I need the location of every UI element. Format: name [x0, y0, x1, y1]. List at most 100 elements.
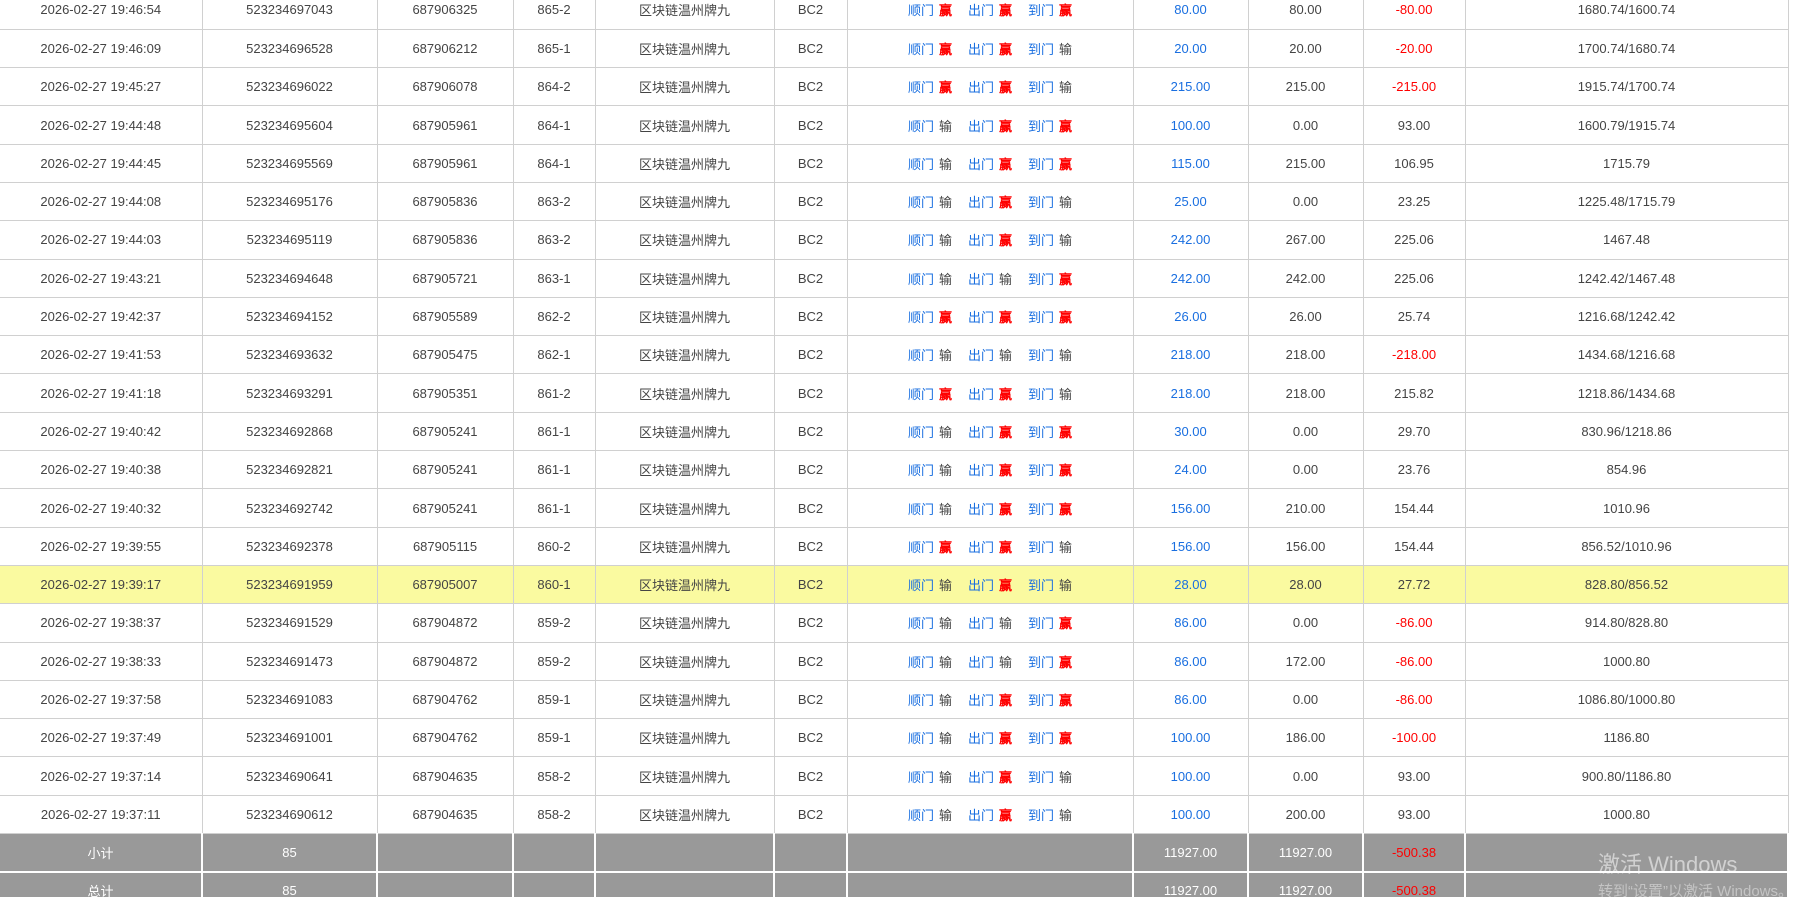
outcome-shunmen: 输: [938, 654, 952, 670]
gate-label-chumen: 出门: [967, 156, 994, 172]
result-chumen: 出门赢: [968, 463, 1012, 478]
bet-amount-link[interactable]: 86.00: [1133, 680, 1249, 720]
bet-record-row[interactable]: 2026-02-27 19:44:48 523234695604 6879059…: [0, 105, 1789, 145]
bet-amount-link[interactable]: 86.00: [1133, 603, 1249, 643]
bet-amount-link[interactable]: 20.00: [1133, 29, 1249, 69]
bet-amount-link[interactable]: 80.00: [1133, 0, 1249, 30]
order-id: 523234692742: [202, 488, 378, 528]
bet-record-row[interactable]: 2026-02-27 19:46:09 523234696528 6879062…: [0, 29, 1789, 69]
draw-id: 687905241: [377, 488, 514, 528]
bet-record-row[interactable]: 2026-02-27 19:38:37 523234691529 6879048…: [0, 603, 1789, 643]
bet-record-row[interactable]: 2026-02-27 19:38:33 523234691473 6879048…: [0, 642, 1789, 681]
bet-amount-link[interactable]: 218.00: [1133, 335, 1249, 375]
summary-count: 85: [202, 871, 378, 897]
outcome-chumen: 输: [999, 271, 1013, 287]
bet-amount-link[interactable]: 100.00: [1133, 718, 1249, 758]
balance-value: 1680.74/1600.74: [1465, 0, 1789, 30]
draw-id: 687905115: [377, 527, 514, 566]
summary-count: 85: [202, 833, 378, 873]
bet-amount-link[interactable]: 215.00: [1133, 67, 1249, 107]
bet-amount-link[interactable]: 26.00: [1133, 297, 1249, 337]
game-name: 区块链温州牌九: [595, 603, 775, 643]
bet-amount-link[interactable]: 100.00: [1133, 795, 1249, 835]
game-name: 区块链温州牌九: [595, 220, 775, 260]
result-shunmen: 顺门输: [908, 348, 952, 363]
valid-amount: 20.00: [1248, 29, 1364, 69]
bet-amount-link[interactable]: 100.00: [1133, 105, 1249, 145]
bet-time: 2026-02-27 19:40:42: [0, 412, 203, 452]
win-loss-value: -100.00: [1363, 718, 1466, 758]
bet-record-row[interactable]: 2026-02-27 19:40:38 523234692821 6879052…: [0, 450, 1789, 490]
result-daomen: 到门输: [1028, 42, 1072, 57]
bet-record-row[interactable]: 2026-02-27 19:42:37 523234694152 6879055…: [0, 297, 1789, 337]
gate-label-shunmen: 顺门: [907, 310, 934, 326]
bet-record-row[interactable]: 2026-02-27 19:41:18 523234693291 6879053…: [0, 373, 1789, 413]
outcome-daomen: 赢: [1059, 3, 1073, 19]
bet-results-cell: 顺门输出门输到门输: [847, 335, 1134, 375]
bet-record-row[interactable]: 2026-02-27 19:39:17 523234691959 6879050…: [0, 565, 1789, 605]
outcome-chumen: 赢: [999, 539, 1013, 555]
bet-record-row[interactable]: 2026-02-27 19:37:14 523234690641 6879046…: [0, 756, 1789, 796]
outcome-chumen: 赢: [999, 386, 1013, 402]
bet-record-row[interactable]: 2026-02-27 19:39:55 523234692378 6879051…: [0, 527, 1789, 566]
bet-amount-link[interactable]: 242.00: [1133, 220, 1249, 260]
bet-record-row[interactable]: 2026-02-27 19:37:58 523234691083 6879047…: [0, 680, 1789, 720]
table-code: BC2: [774, 680, 848, 720]
bet-record-row[interactable]: 2026-02-27 19:43:21 523234694648 6879057…: [0, 259, 1789, 298]
bet-amount-link[interactable]: 86.00: [1133, 642, 1249, 681]
bet-amount-link[interactable]: 115.00: [1133, 144, 1249, 183]
result-chumen: 出门赢: [968, 233, 1012, 248]
bet-record-row[interactable]: 2026-02-27 19:44:03 523234695119 6879058…: [0, 220, 1789, 260]
bet-record-row[interactable]: 2026-02-27 19:44:45 523234695569 6879059…: [0, 144, 1789, 183]
gate-label-chumen: 出门: [967, 769, 994, 785]
result-chumen: 出门赢: [968, 731, 1012, 746]
balance-value: 1186.80: [1465, 718, 1789, 758]
bet-record-row[interactable]: 2026-02-27 19:44:08 523234695176 6879058…: [0, 182, 1789, 222]
bet-record-row[interactable]: 2026-02-27 19:41:53 523234693632 6879054…: [0, 335, 1789, 375]
bet-record-row[interactable]: 2026-02-27 19:37:49 523234691001 6879047…: [0, 718, 1789, 758]
valid-amount: 186.00: [1248, 718, 1364, 758]
result-chumen: 出门赢: [968, 578, 1012, 593]
bet-results-cell: 顺门输出门赢到门赢: [847, 412, 1134, 452]
game-name: 区块链温州牌九: [595, 680, 775, 720]
bet-record-row[interactable]: 2026-02-27 19:45:27 523234696022 6879060…: [0, 67, 1789, 107]
outcome-chumen: 赢: [999, 692, 1013, 708]
game-name: 区块链温州牌九: [595, 565, 775, 605]
bet-amount-link[interactable]: 156.00: [1133, 488, 1249, 528]
bet-amount-link[interactable]: 242.00: [1133, 259, 1249, 298]
table-code: BC2: [774, 756, 848, 796]
balance-value: 828.80/856.52: [1465, 565, 1789, 605]
result-chumen: 出门输: [968, 272, 1012, 287]
result-shunmen: 顺门输: [908, 119, 952, 134]
outcome-chumen: 赢: [999, 807, 1013, 823]
bet-amount-link[interactable]: 156.00: [1133, 527, 1249, 566]
game-name: 区块链温州牌九: [595, 0, 775, 30]
result-shunmen: 顺门输: [908, 463, 952, 478]
bet-amount-link[interactable]: 28.00: [1133, 565, 1249, 605]
balance-value: 1216.68/1242.42: [1465, 297, 1789, 337]
draw-id: 687905589: [377, 297, 514, 337]
bet-amount-link[interactable]: 218.00: [1133, 373, 1249, 413]
bet-results-cell: 顺门输出门赢到门输: [847, 565, 1134, 605]
table-code: BC2: [774, 603, 848, 643]
bet-amount-link[interactable]: 100.00: [1133, 756, 1249, 796]
gate-label-daomen: 到门: [1028, 807, 1055, 823]
result-shunmen: 顺门输: [908, 272, 952, 287]
bet-record-row[interactable]: 2026-02-27 19:46:54 523234697043 6879063…: [0, 0, 1789, 30]
result-daomen: 到门输: [1028, 540, 1072, 555]
bet-results-cell: 顺门输出门赢到门输: [847, 795, 1134, 835]
bet-amount-link[interactable]: 25.00: [1133, 182, 1249, 222]
bet-record-row[interactable]: 2026-02-27 19:40:32 523234692742 6879052…: [0, 488, 1789, 528]
gate-label-chumen: 出门: [967, 41, 994, 57]
gate-label-chumen: 出门: [967, 807, 994, 823]
bet-amount-link[interactable]: 24.00: [1133, 450, 1249, 490]
gate-label-chumen: 出门: [967, 501, 994, 517]
result-chumen: 出门赢: [968, 540, 1012, 555]
round-number: 861-1: [513, 450, 596, 490]
bet-record-row[interactable]: 2026-02-27 19:40:42 523234692868 6879052…: [0, 412, 1789, 452]
bet-record-row[interactable]: 2026-02-27 19:37:11 523234690612 6879046…: [0, 795, 1789, 835]
result-shunmen: 顺门输: [908, 655, 952, 670]
order-id: 523234691529: [202, 603, 378, 643]
round-number: 859-1: [513, 680, 596, 720]
bet-amount-link[interactable]: 30.00: [1133, 412, 1249, 452]
